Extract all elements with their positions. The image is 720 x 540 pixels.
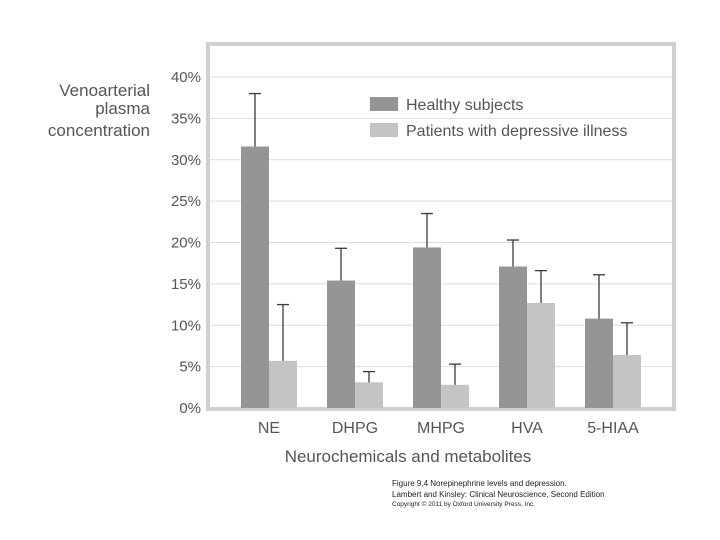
y-axis-ticks: 0% 5% 10% 15% 20% 25% 30% 35% 40%	[171, 69, 201, 417]
y-axis-label-line-3: concentration	[48, 121, 150, 140]
y-tick-label: 25%	[171, 193, 201, 210]
bars	[241, 146, 641, 408]
y-tick-label: 40%	[171, 69, 201, 86]
y-axis-label-line-1: Venoarterial	[59, 81, 150, 100]
y-tick-label: 35%	[171, 110, 201, 127]
bar-ne-patients	[269, 360, 297, 408]
bar-5-hiaa-patients	[613, 355, 641, 408]
x-tick-label: DHPG	[332, 420, 378, 437]
x-tick-label: NE	[258, 420, 280, 437]
plot-area-border	[206, 42, 676, 411]
figure-caption: Figure 9.4 Norepinephrine levels and dep…	[392, 478, 605, 510]
error-bars	[249, 92, 633, 385]
bar-mhpg-healthy	[413, 247, 441, 408]
y-axis-label: Venoarterial plasma concentration	[48, 81, 151, 140]
legend-swatch	[370, 97, 398, 111]
bar-ne-healthy	[241, 146, 269, 408]
y-tick-label: 15%	[171, 276, 201, 293]
bar-hva-healthy	[499, 266, 527, 408]
x-tick-label: 5-HIAA	[587, 420, 639, 437]
legend: Healthy subjects Patients with depressive…	[370, 97, 627, 140]
legend-swatch	[370, 123, 398, 137]
bar-mhpg-patients	[441, 384, 469, 408]
caption-title: Figure 9.4 Norepinephrine levels and dep…	[392, 479, 567, 488]
y-tick-label: 30%	[171, 152, 201, 169]
y-tick-label: 0%	[179, 400, 201, 417]
caption-source: Lambert and Kinsley: Clinical Neuroscien…	[392, 490, 605, 499]
y-tick-label: 10%	[171, 317, 201, 334]
x-axis-label: Neurochemicals and metabolites	[285, 447, 532, 466]
legend-label: Healthy subjects	[406, 97, 523, 114]
x-tick-label: MHPG	[417, 420, 465, 437]
bar-hva-patients	[527, 302, 555, 408]
bar-5-hiaa-healthy	[585, 318, 613, 408]
caption-copyright: Copyright © 2011 by Oxford University Pr…	[392, 501, 536, 508]
x-axis-categories: NE DHPG MHPG HVA 5-HIAA	[258, 420, 639, 437]
bar-dhpg-healthy	[327, 280, 355, 408]
y-tick-label: 5%	[179, 359, 201, 376]
legend-label: Patients with depressive illness	[406, 123, 627, 140]
y-tick-label: 20%	[171, 235, 201, 252]
bar-dhpg-patients	[355, 382, 383, 408]
x-tick-label: HVA	[511, 420, 543, 437]
y-axis-label-line-2: plasma	[95, 99, 150, 118]
